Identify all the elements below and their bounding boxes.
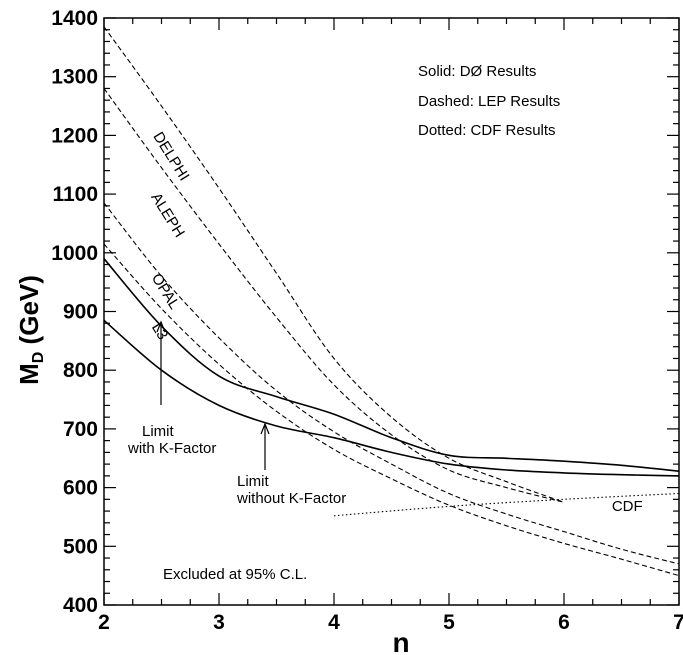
legend-dashed: Dashed: LEP Results <box>418 93 560 110</box>
series-delphi-line <box>103 26 565 503</box>
annotation-with-k-factor: Limit with K-Factor <box>127 320 216 457</box>
x-tick-label: 7 <box>673 611 683 634</box>
y-axis-title-unit: (GeV) <box>14 275 44 344</box>
without-k-factor-line1: Limit <box>237 473 270 490</box>
series-l3-line <box>103 243 680 577</box>
with-k-factor-line2: with K-Factor <box>127 440 216 457</box>
curve-label-cdf: CDF <box>612 498 643 515</box>
arrowhead-with-k-factor <box>156 320 166 333</box>
y-tick-label: 1300 <box>51 66 98 89</box>
x-tick-label: 2 <box>98 611 110 634</box>
with-k-factor-line1: Limit <box>142 423 175 440</box>
x-tick-label: 6 <box>558 611 570 634</box>
x-tick-label: 5 <box>443 611 455 634</box>
legend: Solid: DØ Results Dashed: LEP Results Do… <box>418 63 560 139</box>
curve-labels: DELPHI ALEPH OPAL L3 CDF <box>147 129 642 515</box>
plot-frame <box>103 17 680 606</box>
series-opal-line <box>103 202 680 565</box>
y-axis-title-sub: D <box>30 352 47 364</box>
y-axis-title-main: M <box>14 363 44 385</box>
annotation-without-k-factor: Limit without K-Factor <box>236 422 346 507</box>
y-tick-label: 1000 <box>51 242 98 265</box>
ticks: 2 3 4 5 6 7 400 500 600 700 800 900 1000 1100 1200 1300… <box>51 7 683 634</box>
curve-label-delphi: DELPHI <box>150 129 193 184</box>
y-axis-title: MD (GeV) <box>14 275 47 385</box>
y-tick-label: 700 <box>63 418 98 441</box>
arrowhead-without-k-factor <box>260 422 270 435</box>
y-tick-label: 800 <box>63 359 98 382</box>
curve-label-aleph: ALEPH <box>147 190 187 241</box>
y-tick-label: 1400 <box>51 7 98 30</box>
excluded-label: Excluded at 95% C.L. <box>163 566 307 583</box>
y-tick-label: 1100 <box>52 183 98 206</box>
plot-area <box>103 17 680 606</box>
legend-dotted: Dotted: CDF Results <box>418 122 556 139</box>
y-tick-label: 500 <box>63 535 98 558</box>
y-tick-label: 400 <box>63 594 98 617</box>
curve-label-opal: OPAL <box>148 271 183 313</box>
svg-text:MD (GeV): MD (GeV) <box>14 275 47 385</box>
curves <box>103 26 680 577</box>
legend-solid: Solid: DØ Results <box>418 63 536 80</box>
curve-label-l3: L3 <box>148 320 171 343</box>
x-tick-label: 4 <box>328 611 340 634</box>
x-tick-label: 3 <box>213 611 225 634</box>
series-d0-0-line <box>103 258 680 472</box>
without-k-factor-line2: without K-Factor <box>236 490 346 507</box>
series-d0-1-line <box>103 319 680 477</box>
x-axis-title: n <box>392 627 409 655</box>
y-tick-label: 1200 <box>51 124 98 147</box>
y-tick-label: 600 <box>63 477 98 500</box>
y-tick-label: 900 <box>63 301 98 324</box>
series-cdf-line <box>333 492 680 517</box>
